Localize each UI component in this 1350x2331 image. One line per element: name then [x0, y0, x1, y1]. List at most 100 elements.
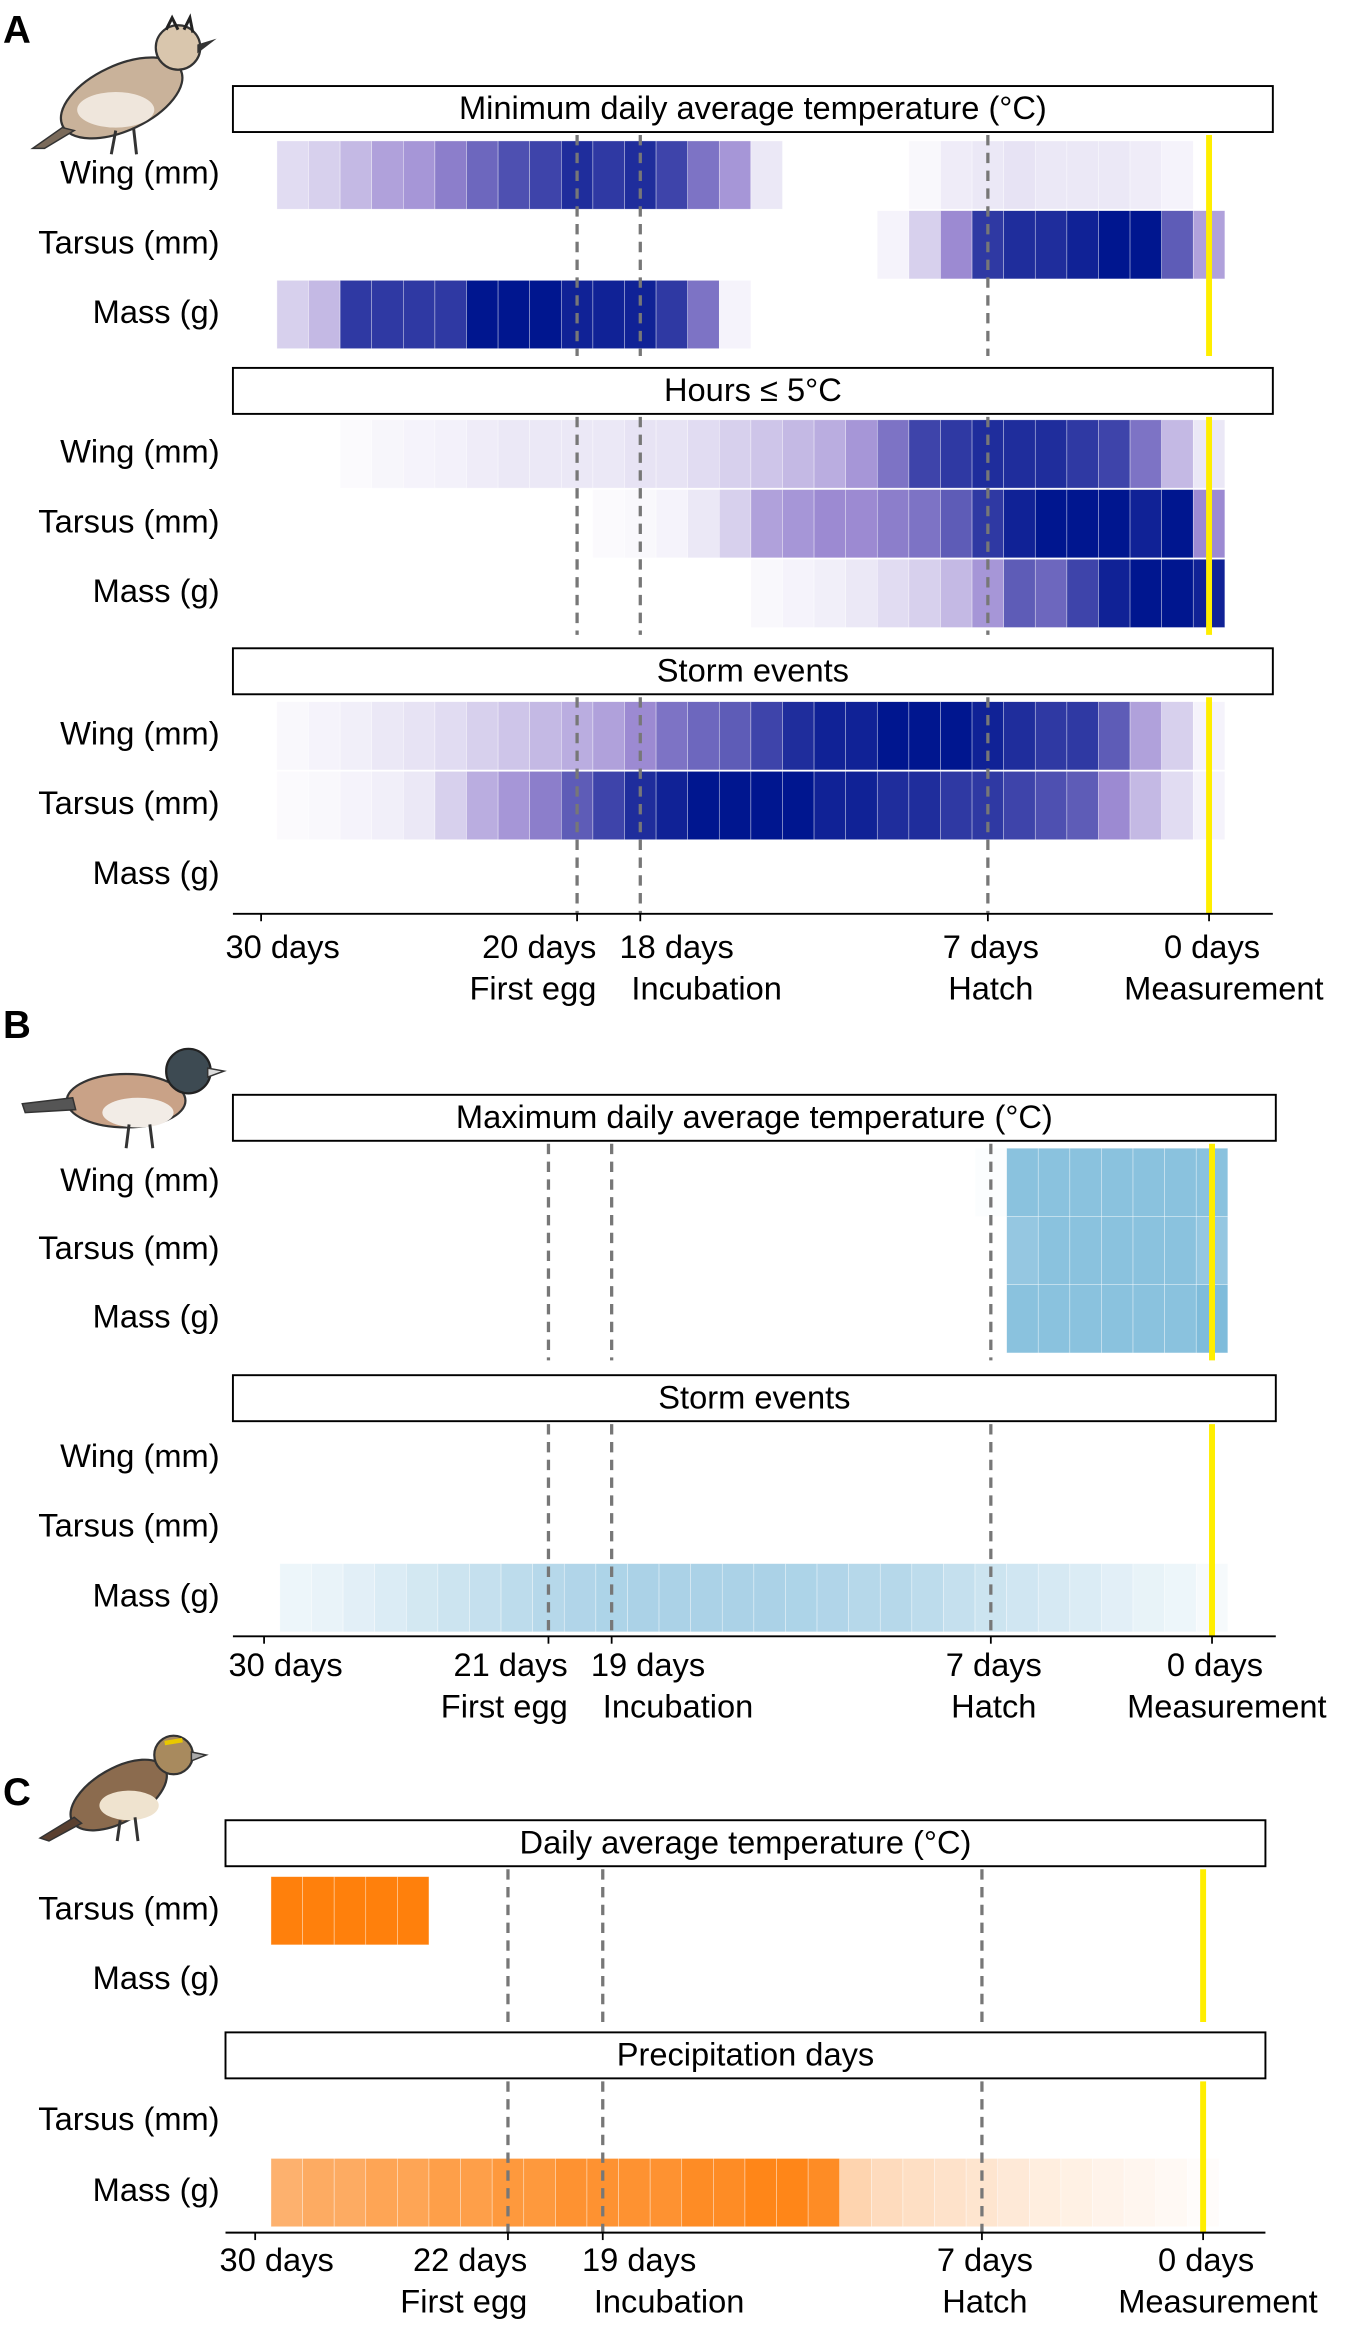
heat-cell [529, 771, 562, 840]
heat-cell [940, 140, 973, 210]
heat-cell [750, 701, 783, 771]
heat-cell [371, 280, 404, 349]
heat-cell [813, 419, 846, 489]
row-label: Tarsus (mm) [38, 223, 219, 260]
heat-cell [718, 489, 752, 559]
heat-cell [813, 558, 846, 628]
heat-cell [1003, 558, 1036, 628]
heat-cell [1066, 701, 1099, 771]
heat-cell [845, 419, 878, 489]
heat-cell [839, 2158, 872, 2228]
heat-cell [813, 489, 846, 559]
heat-cell [687, 140, 720, 210]
heat-cell [1034, 419, 1068, 489]
heat-cell [1132, 1284, 1165, 1354]
heat-cell [782, 419, 815, 489]
heat-cell [750, 489, 783, 559]
event-label: Incubation [594, 2282, 745, 2319]
heat-cell [497, 771, 530, 840]
heat-cell [718, 419, 752, 489]
heat-cell [718, 771, 752, 840]
heat-cell [1123, 2158, 1157, 2228]
heat-cell [1129, 558, 1162, 628]
heat-cell [658, 1563, 691, 1633]
heat-cell [876, 701, 910, 771]
x-tick-label: 30 days [228, 1646, 342, 1683]
heat-cell [845, 558, 878, 628]
heat-cell [713, 2158, 746, 2228]
heat-cell [687, 489, 720, 559]
heat-cell [813, 771, 846, 840]
heat-cell [592, 419, 625, 489]
heat-cell [371, 771, 404, 840]
heat-cell [1155, 2158, 1188, 2228]
heat-cell [1006, 1284, 1039, 1354]
x-tick-label: 30 days [220, 2241, 334, 2278]
heat-cell [908, 701, 941, 771]
panel-label: B [3, 1004, 31, 1047]
x-tick-label: 0 days [1167, 1646, 1263, 1683]
event-label: Hatch [948, 970, 1033, 1007]
heat-cell [276, 771, 309, 840]
section-header [231, 85, 1274, 133]
heat-cell [876, 489, 910, 559]
heat-cell [403, 419, 436, 489]
row-label: Wing (mm) [60, 1437, 219, 1474]
section-header [231, 1374, 1277, 1423]
heat-cell [434, 280, 467, 349]
heat-cell [555, 2158, 588, 2228]
event-label: First egg [469, 970, 596, 1007]
heat-cell [1164, 1563, 1197, 1633]
row-label: Tarsus (mm) [38, 1229, 219, 1266]
heat-cell [782, 558, 815, 628]
heat-cell [371, 140, 404, 210]
x-tick-label: 7 days [946, 1646, 1042, 1683]
heat-cell [655, 701, 688, 771]
heat-cell [497, 419, 530, 489]
event-label: First egg [441, 1688, 568, 1725]
heat-cell [1098, 210, 1131, 280]
heat-cell [1069, 1216, 1102, 1285]
heat-cell [1034, 558, 1068, 628]
heat-cell [592, 489, 625, 559]
row-label: Tarsus (mm) [38, 502, 219, 539]
heat-cell [845, 771, 878, 840]
heat-cell [497, 280, 530, 349]
heat-cell [1161, 771, 1194, 840]
x-tick-label: 19 days [582, 2241, 696, 2278]
heat-cell [1098, 771, 1131, 840]
heat-cell [911, 1563, 944, 1633]
heat-cell [940, 419, 973, 489]
heat-cell [807, 2158, 841, 2228]
heat-cell [1006, 1216, 1039, 1285]
heat-cell [1164, 1147, 1197, 1217]
heat-cell [782, 489, 815, 559]
heat-cell [997, 2158, 1030, 2228]
heat-cell [311, 1563, 344, 1633]
bird-illustration [21, 1047, 227, 1149]
heat-cell [1129, 419, 1162, 489]
x-tick-label: 7 days [937, 2241, 1033, 2278]
heat-cell [1037, 1147, 1071, 1217]
heat-cell [1132, 1216, 1165, 1285]
heat-cell [529, 701, 562, 771]
row-label: Tarsus (mm) [38, 784, 219, 821]
section-title: Maximum daily average temperature (°C) [456, 1098, 1053, 1135]
heat-cell [1066, 419, 1099, 489]
heat-cell [908, 419, 941, 489]
heat-cell [374, 1563, 407, 1633]
row-label: Wing (mm) [60, 433, 219, 470]
heat-cell [1164, 1284, 1197, 1354]
heat-cell [1101, 1147, 1134, 1217]
heat-cell [940, 701, 973, 771]
heat-cell [782, 701, 815, 771]
heat-cell [1098, 140, 1131, 210]
heat-cell [529, 419, 562, 489]
heat-cell [902, 2158, 935, 2228]
heat-cell [1060, 2158, 1093, 2228]
x-tick-label: 0 days [1164, 928, 1260, 965]
heat-cell [403, 140, 436, 210]
event-label: Measurement [1124, 970, 1323, 1007]
heat-cell [529, 140, 562, 210]
row-label: Mass (g) [93, 2171, 220, 2208]
